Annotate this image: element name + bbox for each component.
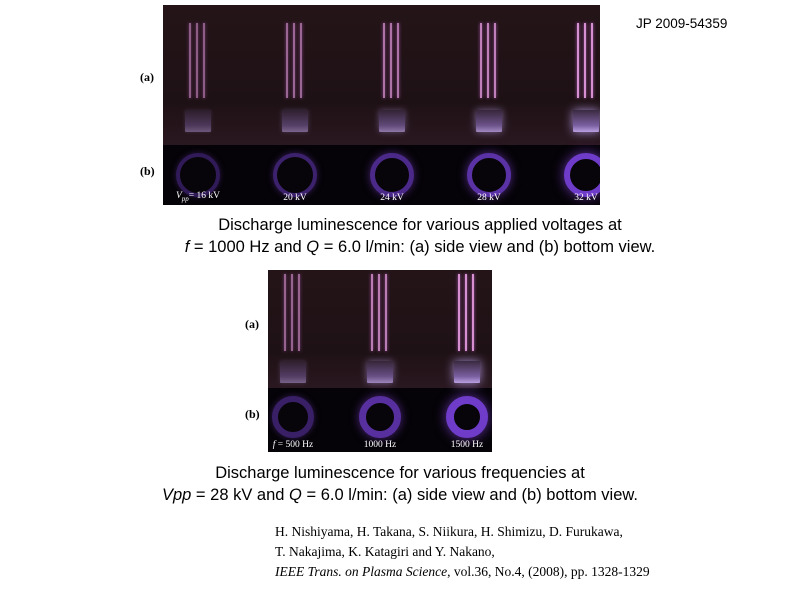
- reference-line3: IEEE Trans. on Plasma Science, vol.36, N…: [275, 564, 650, 579]
- figure2-value-label-2: 1000 Hz: [363, 440, 397, 450]
- figure2-ring-3: [446, 396, 488, 438]
- figure2-ring-2: [359, 396, 401, 438]
- figure2-label-a: (a): [245, 317, 259, 331]
- reference: H. Nishiyama, H. Takana, S. Niikura, H. …: [275, 522, 650, 582]
- figure2-caption-line2: Vpp = 28 kV and Q = 6.0 l/min: (a) side …: [161, 486, 638, 504]
- figure1-ring-5: [564, 153, 600, 197]
- figure1-value-label-2: 20 kV: [283, 193, 307, 203]
- figure1-tube-2: [285, 23, 305, 98]
- figure2-electrode-1: [280, 361, 306, 383]
- figure1-photo: Vpp= 16 kV 20 kV 24 kV 28 kV 32 kV: [163, 5, 600, 205]
- figure1-electrode-4: [476, 110, 502, 132]
- figure2-electrode-2: [367, 361, 393, 383]
- figure1-value-label-1: Vpp= 16 kV: [175, 191, 221, 203]
- figure1-electrode-3: [379, 110, 405, 132]
- figure1-caption-line2: f = 1000 Hz and Q = 6.0 l/min: (a) side …: [184, 238, 656, 256]
- figure1-electrode-2: [282, 110, 308, 132]
- figure2-photo: f = 500 Hz 1000 Hz 1500 Hz: [268, 270, 492, 452]
- figure1-caption: Discharge luminescence for various appli…: [60, 214, 780, 258]
- figure1-tube-5: [576, 23, 596, 98]
- figure2-tube-3: [457, 274, 477, 351]
- reference-line1: H. Nishiyama, H. Takana, S. Niikura, H. …: [275, 524, 623, 539]
- figure2-tube-1: [283, 274, 303, 351]
- figure2-caption-line1: Discharge luminescence for various frequ…: [215, 464, 585, 482]
- figure1-label-a: (a): [140, 70, 154, 84]
- figure2-value-label-1: f = 500 Hz: [272, 440, 314, 450]
- figure1-value-label-5: 32 kV: [574, 193, 598, 203]
- figure1-tube-3: [382, 23, 402, 98]
- figure1-tube-1: [188, 23, 208, 98]
- figure2-label-b: (b): [245, 407, 260, 421]
- figure2-electrode-3: [454, 361, 480, 383]
- figure1-electrode-5: [573, 110, 599, 132]
- figure2-tube-2: [370, 274, 390, 351]
- patent-number: JP 2009-54359: [636, 16, 728, 31]
- figure1-tube-4: [479, 23, 499, 98]
- reference-line2: T. Nakajima, K. Katagiri and Y. Nakano,: [275, 544, 495, 559]
- figure1-caption-line1: Discharge luminescence for various appli…: [218, 216, 622, 234]
- figure2-caption: Discharge luminescence for various frequ…: [40, 462, 760, 506]
- figure1-value-label-3: 24 kV: [380, 193, 404, 203]
- figure1-ring-4: [467, 153, 511, 197]
- figure1-electrode-1: [185, 110, 211, 132]
- figure1-ring-1: [176, 153, 220, 197]
- figure2-ring-1: [272, 396, 314, 438]
- figure1-ring-3: [370, 153, 414, 197]
- figure1-label-b: (b): [140, 164, 155, 178]
- figure1-value-label-4: 28 kV: [477, 193, 501, 203]
- figure2-value-label-3: 1500 Hz: [450, 440, 484, 450]
- figure1-ring-2: [273, 153, 317, 197]
